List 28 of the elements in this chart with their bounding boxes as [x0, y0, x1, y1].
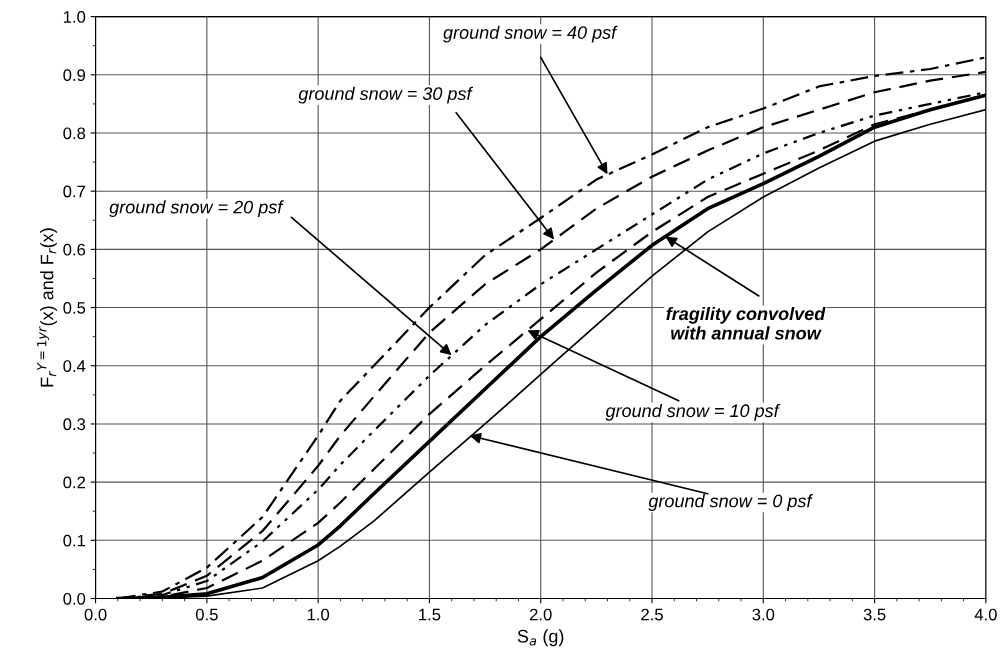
- y-tick-label: 0.0: [63, 592, 86, 605]
- x-tick-label: 4.0: [974, 608, 997, 621]
- y-tick-label: 0.9: [63, 69, 86, 82]
- y-tick-label: 0.7: [63, 185, 86, 198]
- annotation: ground snow = 0 psf: [648, 494, 814, 511]
- annotation: fragility convolved with annual snow: [666, 306, 826, 340]
- x-tick-label: 2.5: [641, 608, 663, 621]
- annotation: ground snow = 40 psf: [443, 25, 618, 43]
- x-tick-label: 2.0: [529, 608, 552, 621]
- y-tick-label: 0.2: [63, 476, 86, 489]
- y-axis-title: F$_{r}$$^{Y=1yr}$(x) and F$_{r}$(x): [37, 228, 57, 387]
- annotation: ground snow = 10 psf: [605, 403, 781, 421]
- y-tick-label: 1.0: [63, 11, 86, 23]
- annotation: ground snow = 20 psf: [109, 200, 284, 218]
- x-tick-label: 3.5: [863, 608, 886, 621]
- x-tick-label: 0.0: [84, 608, 107, 621]
- x-axis-title: S$_{a}$ (g): [517, 629, 564, 647]
- y-tick-label: 0.4: [63, 360, 86, 372]
- x-tick-label: 0.5: [195, 608, 218, 621]
- x-tick-label: 3.0: [752, 608, 775, 621]
- y-tick-label: 0.8: [63, 127, 86, 140]
- y-tick-label: 0.5: [63, 301, 86, 314]
- x-tick-label: 1.0: [307, 608, 330, 621]
- y-tick-label: 0.1: [63, 534, 86, 547]
- y-tick-label: 0.6: [63, 243, 86, 256]
- annotation: ground snow = 30 psf: [298, 86, 474, 104]
- y-tick-label: 0.3: [63, 418, 86, 431]
- x-tick-label: 1.5: [419, 608, 441, 621]
